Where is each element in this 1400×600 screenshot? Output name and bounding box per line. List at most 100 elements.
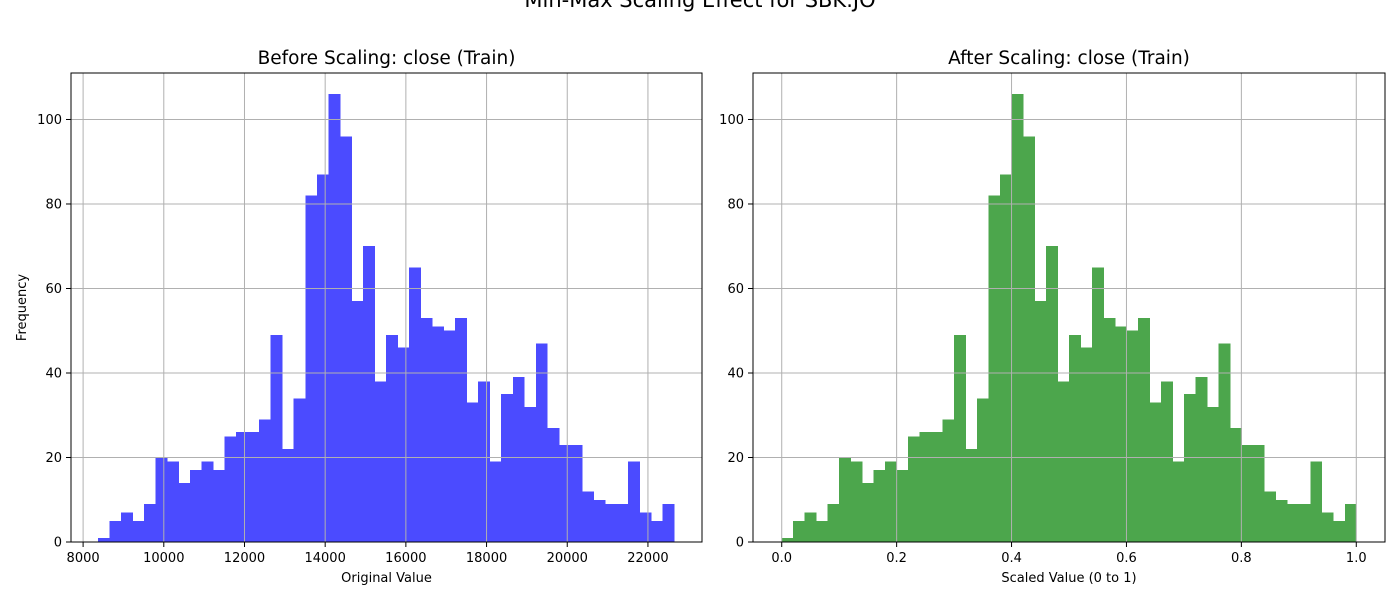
histogram-bar xyxy=(236,432,249,542)
histogram-bar xyxy=(1195,377,1208,542)
y-tick-label: 0 xyxy=(736,536,744,551)
histogram-bar xyxy=(466,402,479,542)
histogram-bar xyxy=(97,537,110,542)
panel-title: Before Scaling: close (Train) xyxy=(258,48,516,69)
histogram-bar xyxy=(1298,503,1311,542)
histogram-bar xyxy=(793,520,806,542)
histogram-bar xyxy=(247,432,260,542)
x-tick-label: 8000 xyxy=(67,551,100,566)
histogram-bar xyxy=(1114,326,1127,542)
x-axis-label: Original Value xyxy=(341,571,432,586)
histogram-bar xyxy=(1241,444,1254,542)
histogram-bar xyxy=(954,334,966,542)
histogram-bar xyxy=(1057,381,1070,542)
histogram-bar xyxy=(1310,461,1323,542)
histogram-bar xyxy=(374,381,387,542)
histogram-bar xyxy=(109,520,122,542)
histogram-bar xyxy=(816,520,829,542)
histogram-bar xyxy=(1160,381,1173,542)
x-axis-label: Scaled Value (0 to 1) xyxy=(1001,571,1136,586)
histogram-bar xyxy=(535,343,548,542)
y-tick-label: 60 xyxy=(727,282,744,297)
histogram-bar xyxy=(628,461,640,542)
histogram-bar xyxy=(478,381,491,542)
x-tick-label: 20000 xyxy=(547,551,588,566)
histogram-bar xyxy=(524,406,537,542)
y-tick-label: 60 xyxy=(45,282,62,297)
histogram-bar xyxy=(1287,503,1300,542)
histogram-bar xyxy=(397,347,410,542)
histogram-bar xyxy=(259,419,272,542)
histogram-bar xyxy=(965,449,978,542)
x-tick-label: 0.2 xyxy=(886,551,907,566)
histogram-bar xyxy=(988,195,1001,542)
axes-frame xyxy=(70,72,703,543)
histogram-bar xyxy=(1080,347,1093,542)
histogram-bar xyxy=(581,491,594,542)
histogram-bar xyxy=(501,394,514,542)
histogram-bar xyxy=(1206,406,1219,542)
histogram-bar xyxy=(1000,174,1012,542)
histogram-bar xyxy=(1172,461,1185,542)
x-tick-label: 14000 xyxy=(304,551,345,566)
axes-frame xyxy=(752,72,1386,543)
histogram-bar xyxy=(827,503,840,542)
histogram-bar xyxy=(305,195,318,542)
histogram-bar xyxy=(351,301,364,542)
histogram-bar xyxy=(1023,136,1035,542)
histogram-bar xyxy=(1264,491,1277,542)
histogram-bar xyxy=(155,457,168,542)
y-tick-label: 0 xyxy=(54,536,62,551)
histogram-bar xyxy=(781,537,794,542)
histogram-bar xyxy=(455,318,468,542)
histogram-bar xyxy=(432,326,444,542)
x-tick-label: 0.0 xyxy=(771,551,792,566)
y-tick-label: 80 xyxy=(727,197,744,212)
x-tick-label: 10000 xyxy=(143,551,184,566)
y-tick-label: 20 xyxy=(727,451,744,466)
histogram-bar xyxy=(178,482,191,542)
histogram-bar xyxy=(385,334,398,542)
histogram-bar xyxy=(143,503,156,542)
histogram-bar xyxy=(639,512,652,542)
histogram-bar xyxy=(1321,512,1334,542)
histogram-bar xyxy=(1126,330,1139,542)
histogram-bar xyxy=(166,461,179,542)
histogram-bar xyxy=(558,444,571,542)
histogram-bar xyxy=(862,482,875,542)
x-tick-label: 1.0 xyxy=(1346,551,1367,566)
y-tick-label: 20 xyxy=(45,451,62,466)
histogram-bar xyxy=(224,436,237,542)
histogram-bar xyxy=(1034,301,1047,542)
y-tick-label: 80 xyxy=(45,197,62,212)
figure-suptitle: Min-Max Scaling Effect for SBK.JO xyxy=(524,0,876,12)
histogram-bar xyxy=(1333,520,1346,542)
y-tick-label: 40 xyxy=(727,366,744,381)
histogram-bar xyxy=(651,520,663,542)
histogram-bar xyxy=(547,427,560,542)
x-tick-label: 12000 xyxy=(224,551,265,566)
x-tick-label: 0.4 xyxy=(1001,551,1022,566)
x-tick-label: 16000 xyxy=(385,551,426,566)
x-tick-label: 22000 xyxy=(627,551,668,566)
histogram-bar xyxy=(132,520,145,542)
histogram-bar xyxy=(1344,503,1357,542)
histogram-panel-2: 0.0 0.2 0.4 0.6 0.8 1.0 0 20 40 60 80 100 After Scal… xyxy=(719,48,1386,586)
histogram-bar xyxy=(443,330,456,542)
histogram-bar xyxy=(931,432,943,542)
histogram-bar xyxy=(339,136,352,542)
x-tick-label: 0.8 xyxy=(1231,551,1252,566)
histogram-bar xyxy=(662,503,675,542)
histogram-bar xyxy=(896,470,909,542)
histogram-bar xyxy=(873,470,886,542)
histogram-panel-1: 8000 10000 12000 14000 16000 18000 20000 22000 0… xyxy=(15,48,703,586)
y-tick-label: 100 xyxy=(37,113,62,128)
histogram-bar xyxy=(1011,94,1024,542)
histogram-bar xyxy=(593,499,606,542)
histogram-bar xyxy=(362,246,375,543)
histogram-bar xyxy=(512,377,525,542)
histogram-bar xyxy=(850,461,863,542)
histogram-bar xyxy=(1091,267,1104,542)
histogram-bar xyxy=(293,398,306,542)
histogram-bar xyxy=(570,444,583,542)
